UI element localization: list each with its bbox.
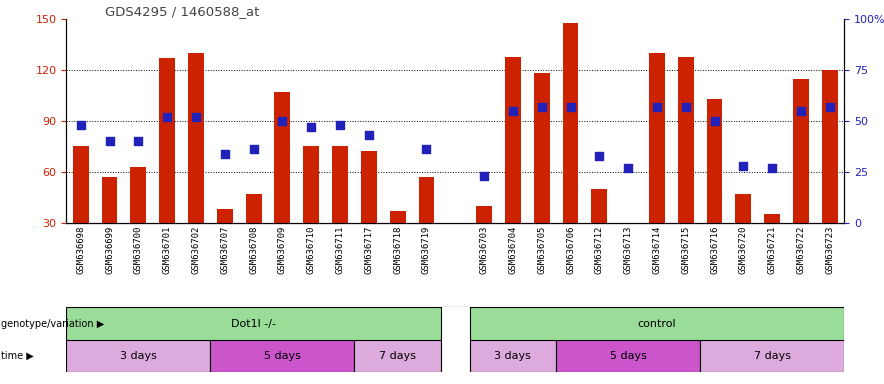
Bar	[700, 340, 844, 372]
Point	[160, 114, 174, 120]
Bar	[246, 194, 262, 223]
Text: GSM636712: GSM636712	[595, 225, 604, 274]
Bar	[678, 56, 694, 223]
Point	[766, 165, 780, 171]
Text: GSM636716: GSM636716	[710, 225, 719, 274]
Bar	[793, 79, 809, 223]
Text: GDS4295 / 1460588_at: GDS4295 / 1460588_at	[105, 5, 260, 18]
Text: GSM636704: GSM636704	[508, 225, 517, 274]
Point	[794, 108, 808, 114]
Bar	[556, 340, 700, 372]
Bar	[361, 152, 377, 223]
Point	[650, 104, 664, 110]
Text: GSM636706: GSM636706	[566, 225, 575, 274]
Text: GSM636715: GSM636715	[682, 225, 690, 274]
Text: time ▶: time ▶	[1, 351, 34, 361]
Bar	[390, 211, 406, 223]
Point	[103, 138, 117, 144]
Text: Dot1l -/-: Dot1l -/-	[231, 318, 276, 329]
Text: 7 days: 7 days	[379, 351, 416, 361]
Text: control: control	[637, 318, 676, 329]
Text: GSM636714: GSM636714	[652, 225, 661, 274]
Text: GSM636702: GSM636702	[192, 225, 201, 274]
Point	[73, 122, 88, 128]
Bar	[562, 23, 578, 223]
Text: 3 days: 3 days	[120, 351, 156, 361]
Bar	[66, 307, 441, 340]
Bar	[765, 214, 780, 223]
Bar	[706, 99, 722, 223]
Text: 5 days: 5 days	[264, 351, 301, 361]
Point	[419, 146, 433, 152]
Text: 3 days: 3 days	[494, 351, 531, 361]
Bar	[735, 194, 751, 223]
Bar	[188, 53, 204, 223]
Point	[535, 104, 549, 110]
Bar	[505, 56, 521, 223]
Text: GSM636711: GSM636711	[336, 225, 345, 274]
Point	[217, 151, 232, 157]
Text: GSM636721: GSM636721	[767, 225, 777, 274]
Text: 5 days: 5 days	[610, 351, 646, 361]
Point	[275, 118, 289, 124]
Bar	[469, 307, 844, 340]
Point	[189, 114, 203, 120]
Point	[679, 104, 693, 110]
Text: GSM636703: GSM636703	[480, 225, 489, 274]
Text: GSM636723: GSM636723	[826, 225, 834, 274]
Bar	[649, 53, 665, 223]
Bar	[131, 167, 146, 223]
Text: GSM636720: GSM636720	[739, 225, 748, 274]
Point	[736, 163, 751, 169]
Bar	[210, 340, 354, 372]
Bar	[159, 58, 175, 223]
Text: GSM636707: GSM636707	[220, 225, 229, 274]
Bar	[418, 177, 434, 223]
Text: GSM636699: GSM636699	[105, 225, 114, 274]
Point	[621, 165, 636, 171]
Point	[823, 104, 837, 110]
Bar	[66, 340, 210, 372]
Text: GSM636717: GSM636717	[364, 225, 373, 274]
Text: GSM636709: GSM636709	[278, 225, 287, 274]
Bar	[621, 223, 636, 258]
Text: GSM636708: GSM636708	[249, 225, 258, 274]
Text: GSM636698: GSM636698	[76, 225, 85, 274]
Bar	[469, 340, 556, 372]
Point	[304, 124, 318, 130]
Text: GSM636700: GSM636700	[133, 225, 143, 274]
Bar	[217, 209, 232, 223]
Text: GSM636701: GSM636701	[163, 225, 171, 274]
Bar	[274, 92, 290, 223]
Bar	[354, 340, 441, 372]
Bar	[72, 146, 88, 223]
Bar	[822, 70, 838, 223]
Point	[707, 118, 721, 124]
Point	[563, 104, 577, 110]
Text: GSM636722: GSM636722	[796, 225, 805, 274]
Text: GSM636718: GSM636718	[393, 225, 402, 274]
Text: GSM636705: GSM636705	[537, 225, 546, 274]
Text: GSM636719: GSM636719	[422, 225, 431, 274]
Bar	[476, 206, 492, 223]
Point	[333, 122, 347, 128]
Text: 7 days: 7 days	[754, 351, 790, 361]
Bar	[102, 177, 118, 223]
Bar	[303, 146, 319, 223]
Bar	[332, 146, 348, 223]
Point	[592, 152, 606, 159]
Point	[247, 146, 261, 152]
Text: genotype/variation ▶: genotype/variation ▶	[1, 318, 104, 329]
Bar	[534, 73, 550, 223]
Point	[362, 132, 376, 138]
Point	[131, 138, 145, 144]
Bar	[591, 189, 607, 223]
Text: GSM636713: GSM636713	[623, 225, 633, 274]
Text: GSM636710: GSM636710	[307, 225, 316, 274]
Point	[477, 173, 492, 179]
Point	[506, 108, 520, 114]
